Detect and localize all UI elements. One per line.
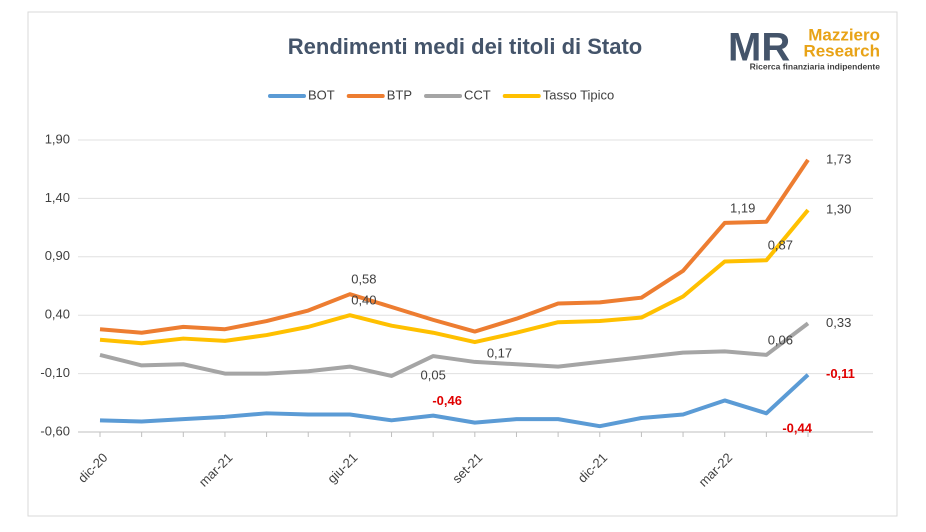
data-label: 0,33 xyxy=(826,315,851,330)
data-label: -0,44 xyxy=(782,421,812,436)
data-label: 1,73 xyxy=(826,151,851,166)
logo-mark: MR xyxy=(728,26,790,70)
logo-tagline: Ricerca finanziaria indipendente xyxy=(750,61,881,71)
data-label: 1,30 xyxy=(826,202,851,217)
series-line xyxy=(99,208,810,346)
y-tick-label: -0,60 xyxy=(40,423,70,438)
chart-frame xyxy=(27,11,898,517)
y-tick-label: 1,90 xyxy=(45,131,70,146)
legend-label: BOT xyxy=(308,87,335,102)
logo-name: Research xyxy=(803,41,880,60)
data-label: 0,87 xyxy=(768,238,793,253)
data-label: -0,46 xyxy=(432,393,462,408)
data-label: 0,40 xyxy=(351,293,376,308)
y-tick-label: 0,40 xyxy=(45,307,70,322)
logo-name: Mazziero xyxy=(808,25,880,44)
data-label: 0,58 xyxy=(351,272,376,287)
data-label: -0,11 xyxy=(826,366,855,381)
data-label: 0,05 xyxy=(421,368,446,383)
data-label: 0,17 xyxy=(487,346,512,361)
data-label: 0,06 xyxy=(768,332,793,347)
data-label: 1,19 xyxy=(730,200,755,215)
series-line xyxy=(99,321,810,378)
legend-label: Tasso Tipico xyxy=(543,87,615,102)
series-line xyxy=(99,158,810,335)
chart-title: Rendimenti medi dei titoli di Stato xyxy=(288,34,642,59)
series-line xyxy=(99,373,810,429)
y-tick-label: -0,10 xyxy=(40,365,70,380)
logo: MR Mazziero Research Ricerca finanziaria… xyxy=(728,25,880,71)
legend-label: BTP xyxy=(387,87,412,102)
y-tick-label: 0,90 xyxy=(45,248,70,263)
y-tick-label: 1,40 xyxy=(45,190,70,205)
legend-label: CCT xyxy=(464,87,491,102)
